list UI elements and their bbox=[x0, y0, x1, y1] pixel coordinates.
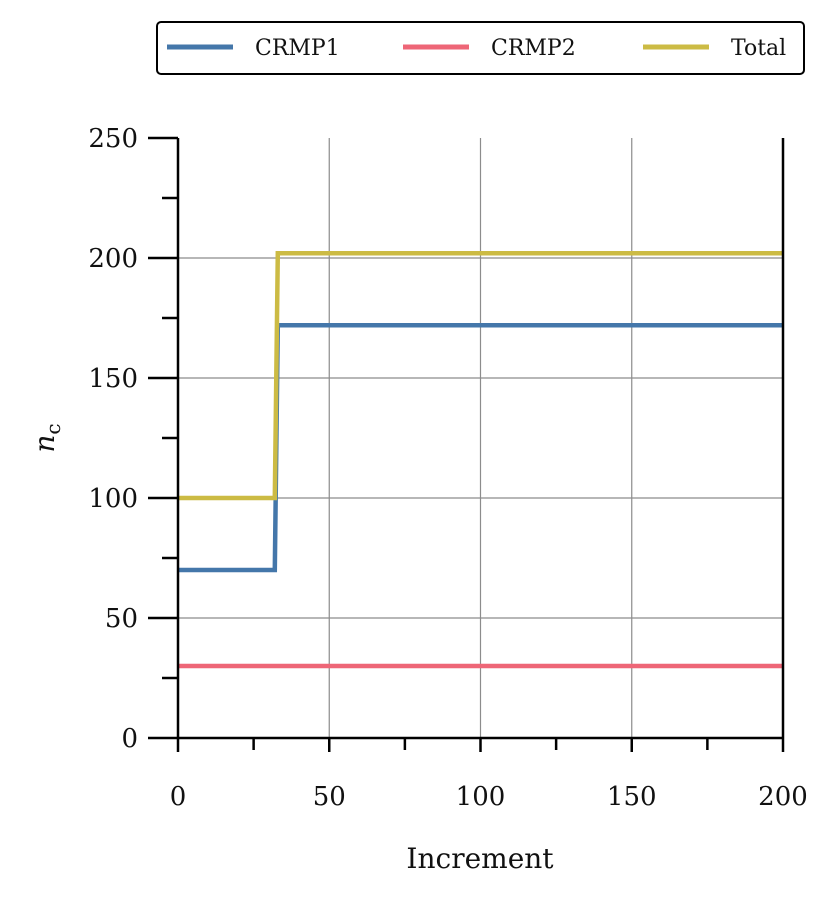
x-tick-label-150: 150 bbox=[607, 782, 657, 812]
svg-text:nc: nc bbox=[28, 423, 65, 452]
x-axis-title: Increment bbox=[406, 842, 554, 875]
y-axis-title: nc bbox=[28, 423, 65, 452]
legend-label-crmp1: CRMP1 bbox=[255, 36, 340, 61]
y-tick-label-0: 0 bbox=[121, 724, 138, 754]
legend-label-total: Total bbox=[731, 36, 786, 61]
legend-box bbox=[156, 21, 805, 75]
grid bbox=[178, 138, 783, 738]
y-axis-title-sub: c bbox=[41, 423, 65, 434]
legend-label-crmp2: CRMP2 bbox=[491, 36, 576, 61]
y-tick-label-250: 250 bbox=[88, 124, 138, 154]
x-tick-label-50: 50 bbox=[313, 782, 346, 812]
series-line-total bbox=[178, 250, 783, 501]
y-tick-label-100: 100 bbox=[88, 484, 138, 514]
x-tick-label-200: 200 bbox=[758, 782, 808, 812]
x-tick-label-0: 0 bbox=[170, 782, 187, 812]
y-tick-label-50: 50 bbox=[105, 604, 138, 634]
ticks: 0 50 100 150 200 0 50 100 150 200 250 bbox=[88, 124, 807, 812]
y-tick-label-200: 200 bbox=[88, 244, 138, 274]
series-lines bbox=[178, 250, 783, 669]
x-tick-label-100: 100 bbox=[456, 782, 506, 812]
y-tick-label-150: 150 bbox=[88, 364, 138, 394]
legend: CRMP1 CRMP2 Total bbox=[156, 21, 805, 75]
y-axis-title-main: n bbox=[28, 435, 61, 453]
